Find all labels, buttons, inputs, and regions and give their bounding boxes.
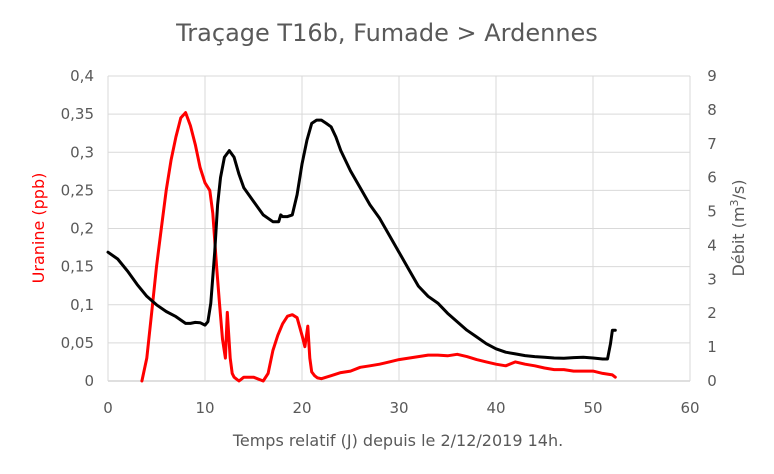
y-right-tick-label: 3: [707, 270, 717, 288]
y-left-tick-label: 0,3: [70, 143, 94, 161]
y-right-tick-label: 1: [707, 338, 717, 356]
y-left-tick-label: 0,05: [61, 334, 94, 352]
debit-series-line: [106, 118, 617, 361]
y-right-tick-label: 2: [707, 304, 717, 322]
y-left-tick-label: 0,2: [70, 220, 94, 238]
gridlines: [107, 75, 691, 382]
y-right-axis-title-sup: 3: [728, 200, 741, 207]
x-tick-label: 0: [103, 399, 113, 417]
y-right-tick-label: 5: [707, 203, 717, 221]
y-left-tick-label: 0,35: [61, 105, 94, 123]
uranine-series-line: [140, 111, 617, 383]
x-tick-label: 60: [680, 399, 699, 417]
y-left-tick-label: 0: [84, 372, 94, 390]
x-tick-label: 40: [486, 399, 505, 417]
y-right-axis-title-end: /s): [729, 180, 748, 200]
y-right-axis-title-base: Débit (m: [729, 207, 748, 277]
y-left-tick-label: 0,25: [61, 181, 94, 199]
y-right-tick-label: 8: [707, 101, 717, 119]
y-left-tick-label: 0,1: [70, 296, 94, 314]
x-axis-title: Temps relatif (J) depuis le 2/12/2019 14…: [232, 431, 563, 450]
series-lines: [106, 111, 617, 383]
y-right-axis-title: Débit (m3/s): [728, 180, 748, 277]
y-right-tick-label: 0: [707, 372, 717, 390]
y-right-tick-label: 6: [707, 169, 717, 187]
y-left-tick-label: 0,4: [70, 67, 94, 85]
y-right-tick-label: 9: [707, 67, 717, 85]
x-tick-label: 30: [389, 399, 408, 417]
y-left-tick-label: 0,15: [61, 258, 94, 276]
y-right-tick-label: 4: [707, 236, 717, 254]
x-tick-label: 20: [292, 399, 311, 417]
chart-title: Traçage T16b, Fumade > Ardennes: [175, 19, 598, 47]
y-right-tick-label: 7: [707, 135, 717, 153]
y-left-axis-title: Uranine (ppb): [29, 173, 48, 284]
x-tick-label: 10: [195, 399, 214, 417]
tick-labels: 00,050,10,150,20,250,30,350,40 10 20 30 40 50…: [61, 67, 717, 417]
x-tick-label: 50: [583, 399, 602, 417]
